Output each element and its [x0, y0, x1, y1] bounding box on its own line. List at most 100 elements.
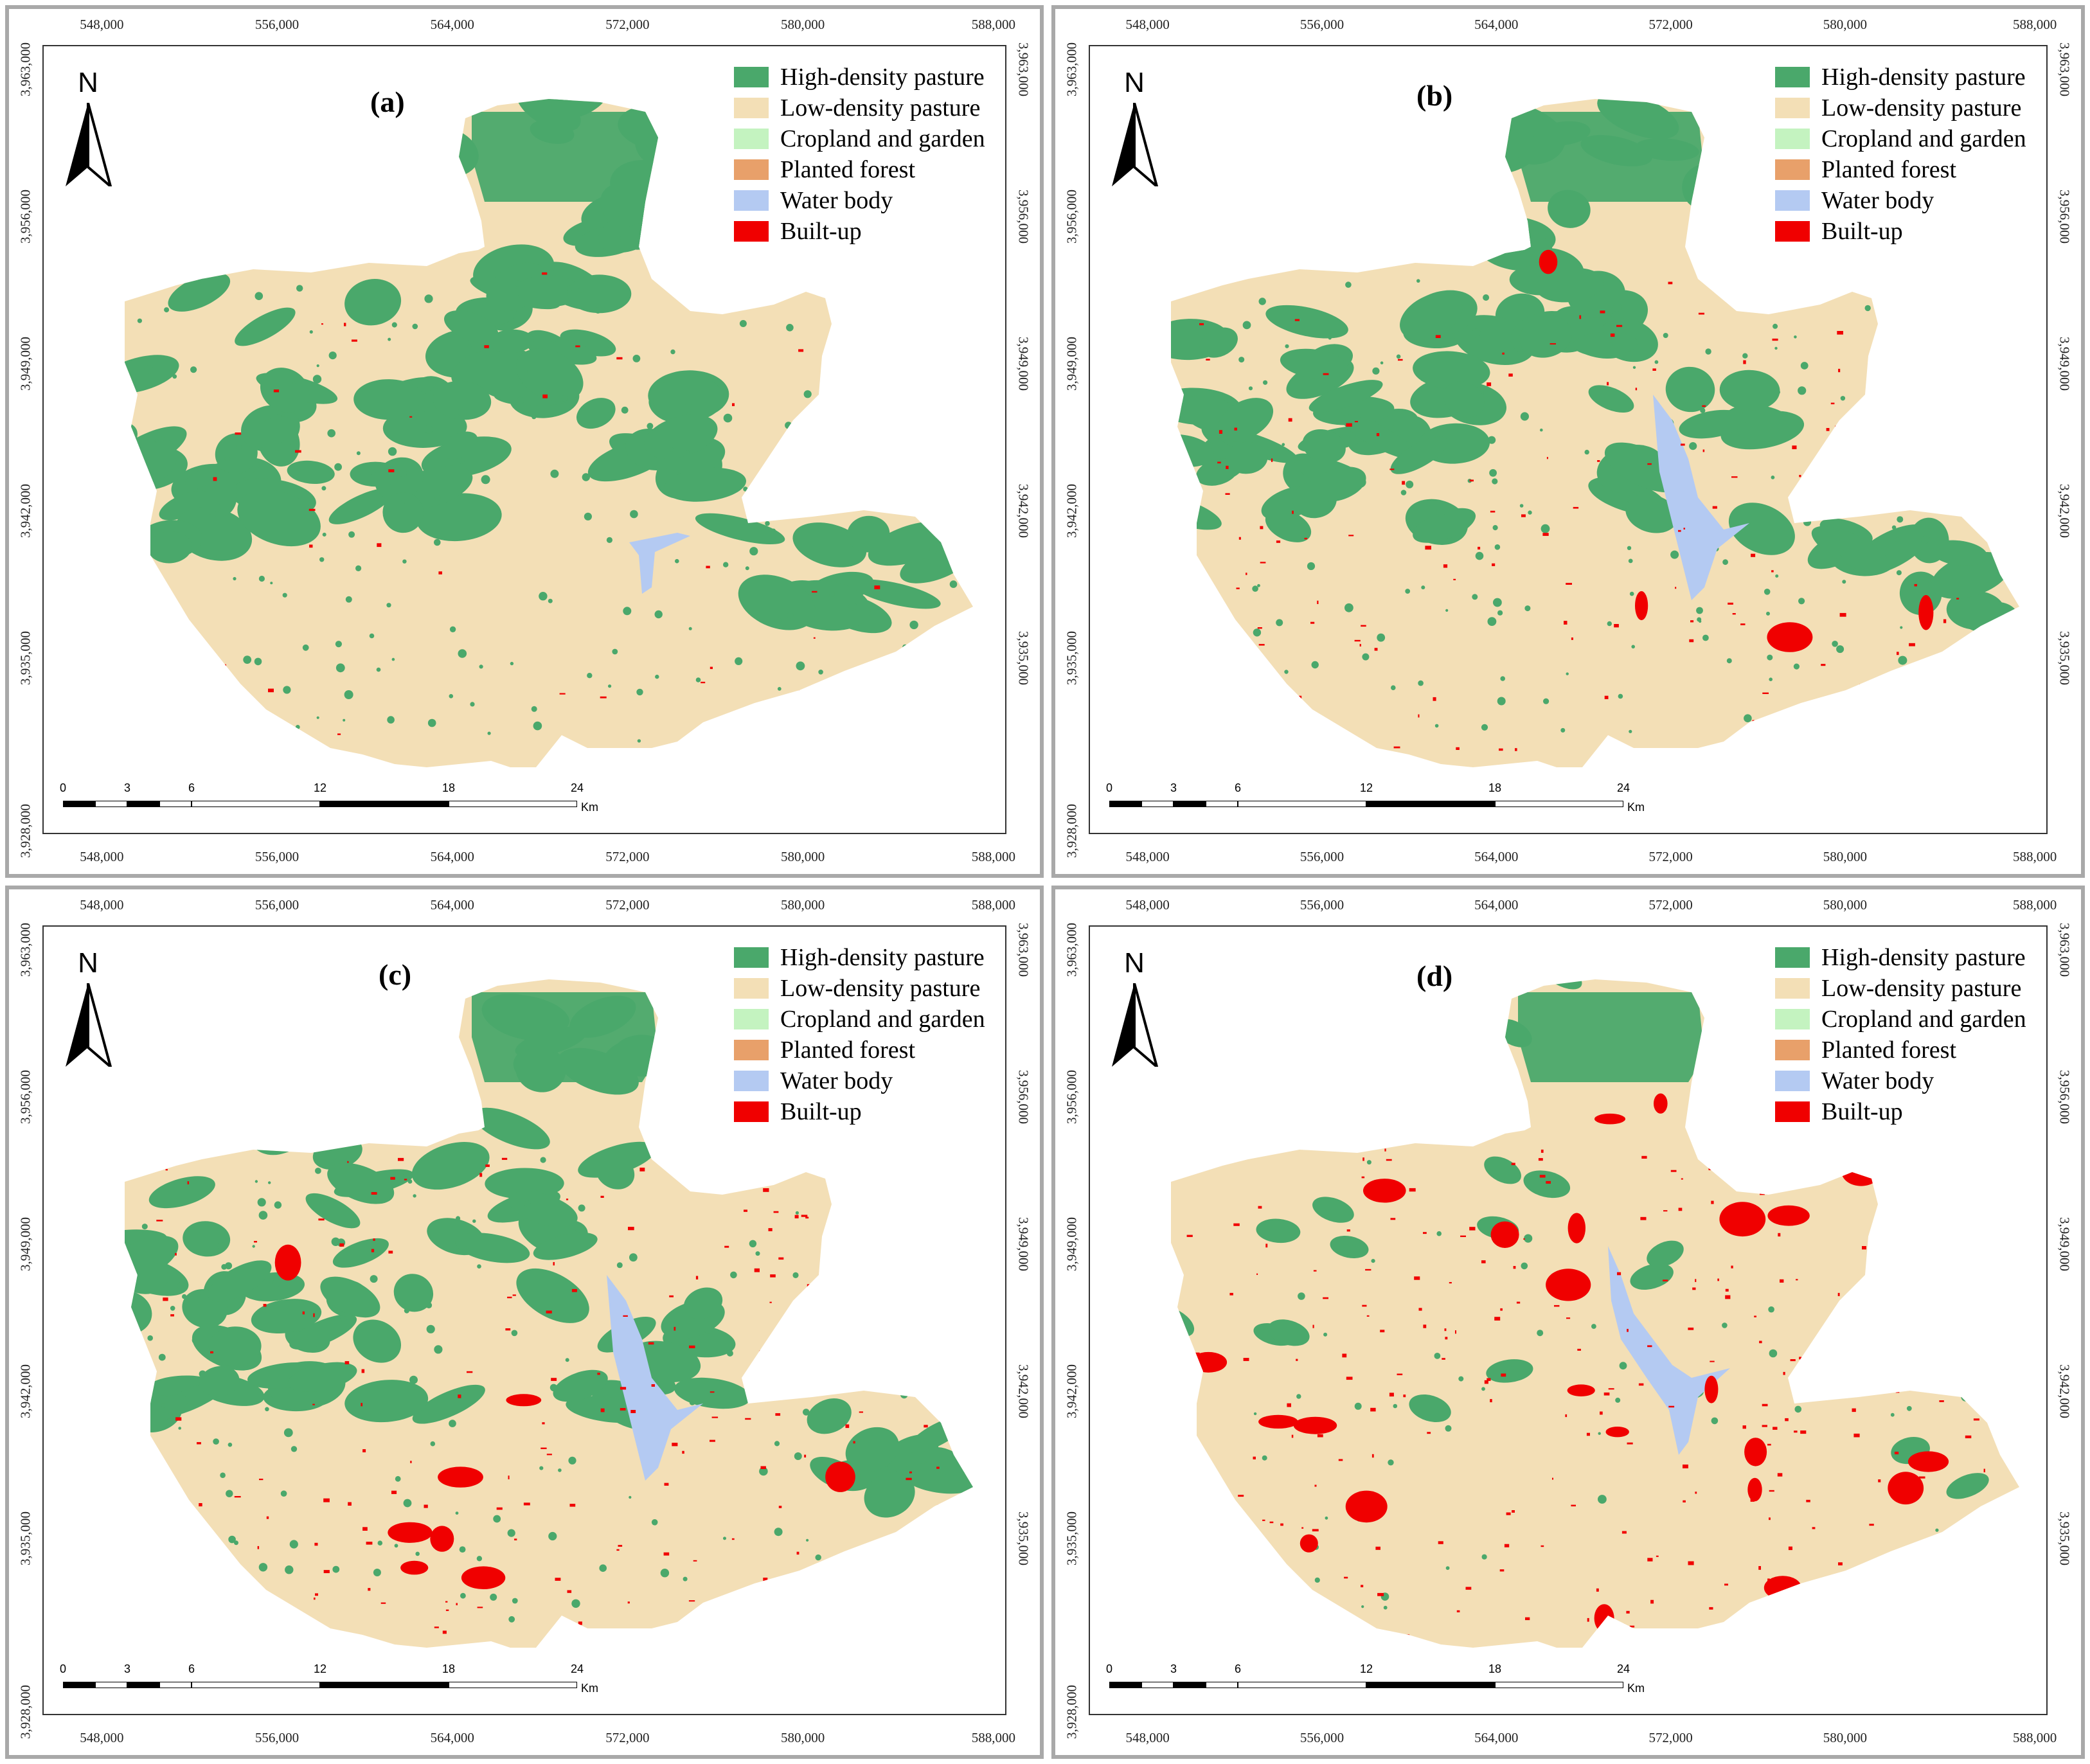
scale-tick-label: 0 — [59, 1662, 67, 1675]
legend-swatch — [1775, 1040, 1810, 1060]
y-coordinate-label: 3,935,000 — [17, 630, 33, 685]
legend-swatch — [734, 221, 769, 242]
scale-segment — [63, 801, 95, 807]
x-coordinate-label: 564,000 — [430, 1730, 474, 1745]
water-body — [629, 533, 690, 594]
legend-swatch — [734, 978, 769, 999]
y-coordinate-label: 3,956,000 — [1015, 190, 1032, 244]
scale-bar: 0 3 6 12 18 24 Km — [1105, 781, 1645, 820]
scale-tick-label: 18 — [442, 781, 456, 794]
region-boundary — [1171, 979, 2019, 1648]
x-coordinate-label: 588,000 — [2013, 1730, 2057, 1745]
legend-swatch — [734, 190, 769, 211]
legend-item: Low-density pasture — [734, 973, 985, 1004]
x-coordinate-label: 548,000 — [80, 849, 124, 864]
scale-tick-label: 18 — [442, 1662, 456, 1675]
x-coordinate-label: 580,000 — [1823, 17, 1868, 32]
x-coordinate-label: 580,000 — [780, 897, 825, 913]
legend-label: Water body — [1821, 187, 1934, 214]
legend-swatch — [1775, 129, 1810, 149]
north-label: N — [1124, 67, 1145, 98]
legend-item: High-density pasture — [734, 62, 985, 93]
legend-item: Water body — [734, 1065, 985, 1096]
legend-swatch — [734, 1071, 769, 1091]
y-coordinate-label: 3,949,000 — [17, 336, 33, 391]
scale-segment — [1495, 801, 1623, 807]
north-label: N — [78, 67, 98, 98]
x-coordinate-label: 556,000 — [255, 17, 299, 32]
legend-item: High-density pasture — [1775, 942, 2026, 973]
x-coordinate-label: 580,000 — [780, 849, 825, 864]
scale-segment — [1141, 801, 1174, 807]
legend-swatch — [734, 1040, 769, 1060]
x-coordinate-label: 588,000 — [971, 1730, 1015, 1745]
north-arrow-icon — [66, 103, 112, 186]
north-arrow: N — [59, 947, 117, 1069]
north-arrow-icon — [66, 983, 112, 1067]
x-coordinate-label: 580,000 — [780, 17, 825, 32]
north-arrow-icon — [1112, 983, 1159, 1067]
scale-segment — [1206, 801, 1238, 807]
legend-label: Water body — [780, 1067, 893, 1094]
x-coordinate-label: 572,000 — [605, 17, 650, 32]
land-cover-map — [1171, 99, 2019, 767]
scale-tick-label: 6 — [188, 781, 195, 794]
map-panel-b: (b) 548,000 548,000 556,000 556,000 564,000 5… — [1051, 5, 2085, 878]
x-coordinate-label: 572,000 — [1648, 17, 1693, 32]
map-panel-c: (c) 548,000 548,000 556,000 556,000 564,000 5… — [5, 886, 1044, 1759]
x-coordinate-label: 580,000 — [780, 1730, 825, 1745]
north-label: N — [1124, 947, 1145, 979]
y-coordinate-label: 3,942,000 — [1064, 483, 1080, 538]
legend: High-density pasture Low-density pasture C… — [734, 942, 985, 1127]
scale-segment — [449, 1682, 577, 1688]
y-coordinate-label: 3,935,000 — [2057, 630, 2073, 685]
legend-label: High-density pasture — [780, 944, 985, 971]
x-coordinate-label: 564,000 — [430, 897, 474, 913]
legend-label: Planted forest — [1821, 156, 1957, 183]
x-coordinate-label: 588,000 — [2013, 849, 2057, 864]
scale-tick-label: 24 — [570, 781, 584, 794]
y-coordinate-label: 3,935,000 — [1015, 1511, 1032, 1566]
legend-swatch — [1775, 1101, 1810, 1122]
scale-unit-label: Km — [581, 801, 598, 814]
legend-label: Planted forest — [780, 156, 916, 183]
y-coordinate-label: 3,956,000 — [17, 190, 33, 244]
scale-tick-label: 12 — [1359, 1662, 1373, 1675]
scale-tick-label: 0 — [1105, 781, 1113, 794]
y-coordinate-label: 3,956,000 — [2057, 190, 2073, 244]
legend-item: High-density pasture — [1775, 62, 2026, 93]
x-coordinate-label: 556,000 — [255, 849, 299, 864]
legend-item: Cropland and garden — [734, 1004, 985, 1035]
x-coordinate-label: 588,000 — [971, 17, 1015, 32]
x-coordinate-label: 548,000 — [80, 897, 124, 913]
scale-bar: 0 3 6 12 18 24 Km — [1106, 1662, 1645, 1701]
legend-label: Water body — [1821, 1067, 1934, 1094]
legend-item: Built-up — [734, 1096, 985, 1127]
scale-segment — [1238, 1682, 1366, 1688]
y-coordinate-label: 3,935,000 — [2057, 1511, 2073, 1566]
x-coordinate-label: 572,000 — [1648, 897, 1693, 913]
legend: High-density pasture Low-density pasture C… — [1775, 62, 2026, 247]
y-coordinate-label: 3,935,000 — [1064, 630, 1080, 685]
x-coordinate-label: 572,000 — [605, 1730, 650, 1745]
legend-label: Built-up — [1821, 218, 1903, 245]
scale-tick-label: 24 — [570, 1662, 584, 1675]
legend-label: Low-density pasture — [1821, 975, 2022, 1002]
legend-item: Planted forest — [1775, 1035, 2026, 1065]
scale-segment — [1174, 801, 1206, 807]
y-coordinate-label: 3,963,000 — [17, 923, 33, 977]
scale-segment — [1109, 801, 1141, 807]
x-coordinate-label: 556,000 — [1300, 897, 1344, 913]
legend-swatch — [1775, 1009, 1810, 1029]
x-coordinate-label: 580,000 — [1823, 849, 1868, 864]
legend-item: Water body — [1775, 1065, 2026, 1096]
scale-unit-label: Km — [1627, 1682, 1645, 1695]
x-coordinate-label: 564,000 — [430, 849, 474, 864]
x-coordinate-label: 564,000 — [1474, 17, 1519, 32]
legend-swatch — [734, 1101, 769, 1122]
scale-tick-label: 6 — [1234, 781, 1242, 794]
scale-segment — [1366, 1682, 1495, 1688]
y-coordinate-label: 3,942,000 — [17, 1364, 33, 1419]
y-coordinate-label: 3,942,000 — [2057, 1364, 2073, 1419]
x-coordinate-label: 580,000 — [1823, 1730, 1868, 1745]
